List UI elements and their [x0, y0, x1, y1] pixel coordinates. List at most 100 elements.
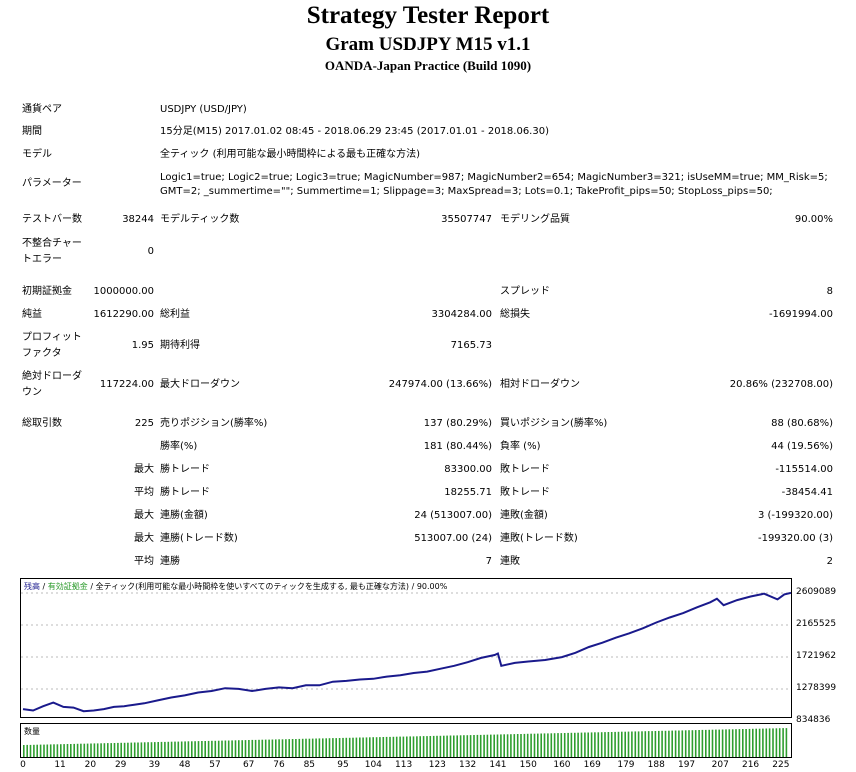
volume-bar	[493, 734, 495, 757]
volume-bar	[76, 743, 79, 757]
long-positions-value: 88 (80.68%)	[771, 418, 833, 429]
volume-bar	[506, 734, 509, 757]
x-tick-label: 57	[209, 760, 221, 770]
volume-bar	[614, 731, 616, 757]
volume-bar	[39, 744, 42, 757]
volume-bar	[96, 743, 99, 757]
volume-bar	[755, 728, 757, 757]
volume-bar	[83, 743, 86, 757]
volume-bar	[590, 732, 593, 757]
volume-bar	[56, 744, 59, 757]
volume-bar	[409, 736, 411, 757]
mismatch-value: 0	[147, 246, 154, 257]
volume-bar	[180, 741, 183, 757]
volume-bar	[758, 728, 761, 757]
volume-bar	[63, 744, 65, 757]
mismatch-label-line-1: 不整合チャー	[22, 238, 82, 249]
average-consecutive-wins-value: 7	[485, 556, 492, 567]
y-tick-label: 1721962	[796, 651, 837, 661]
volume-bar	[731, 729, 734, 757]
max-consecutive-wins-value: 24 (513007.00)	[414, 510, 492, 521]
volume-bar	[432, 735, 435, 757]
volume-bar	[553, 733, 556, 757]
volume-bar	[244, 740, 247, 757]
gross-loss-label: 総損失	[500, 309, 530, 320]
volume-bar	[26, 744, 28, 757]
volume-bar	[661, 730, 663, 757]
volume-bar	[782, 728, 784, 757]
volume-bar	[436, 735, 438, 757]
volume-bar	[164, 741, 166, 757]
volume-bar	[49, 744, 52, 757]
volume-bar	[133, 742, 136, 757]
volume-bar	[708, 729, 710, 757]
volume-bar	[584, 732, 586, 757]
volume-bar	[526, 733, 529, 757]
profit-trades-label: 勝率(%)	[160, 441, 198, 452]
volume-bar	[721, 729, 724, 757]
total-trades-label: 総取引数	[22, 418, 62, 429]
volume-bar	[429, 736, 432, 757]
volume-bar	[762, 728, 764, 757]
volume-bar	[516, 734, 519, 757]
x-tick-label: 179	[617, 760, 635, 770]
volume-bar	[443, 735, 445, 757]
average-consecutive-losses-value: 2	[826, 556, 833, 567]
volume-bar	[466, 735, 469, 757]
volume-bar	[305, 738, 307, 757]
volume-bar	[177, 741, 180, 757]
volume-bar	[469, 735, 472, 757]
max-consecutive-loss-label: 連敗(トレード数)	[500, 533, 578, 544]
profit-trades-value: 181 (80.44%)	[423, 441, 492, 452]
volume-bar	[500, 734, 502, 757]
max-drawdown-value: 247974.00 (13.66%)	[388, 379, 492, 390]
volume-bar	[311, 738, 314, 757]
x-tick-label: 207	[711, 760, 729, 770]
volume-bar	[681, 730, 684, 757]
volume-bar	[335, 738, 337, 757]
volume-bar	[271, 739, 274, 757]
volume-bar	[66, 744, 69, 757]
x-tick-label: 141	[489, 760, 507, 770]
volume-bar	[765, 728, 768, 757]
volume-bar	[395, 736, 398, 757]
volume-bar	[204, 741, 206, 757]
volume-bar	[671, 730, 673, 757]
x-tick-label: 29	[114, 760, 127, 770]
volume-bar	[187, 741, 190, 757]
volume-bar	[463, 735, 465, 757]
x-tick-label: 0	[20, 760, 26, 770]
volume-bar	[540, 733, 542, 757]
expected-payoff-value: 7165.73	[450, 340, 492, 351]
volume-bar	[258, 739, 260, 757]
volume-bar	[567, 732, 569, 757]
volume-bar	[547, 733, 549, 757]
volume-bar	[537, 733, 539, 757]
volume-bar	[631, 731, 633, 757]
volume-bar	[359, 737, 361, 757]
volume-bar	[520, 734, 522, 757]
legend-equity: 有効証拠金	[47, 582, 88, 591]
x-tick-label: 160	[553, 760, 571, 770]
average-consecutive-prefix: 平均	[134, 556, 154, 567]
volume-bar	[412, 736, 415, 757]
absolute-drawdown-value: 117224.00	[99, 379, 154, 390]
volume-bar	[130, 742, 133, 757]
volume-bar	[610, 732, 613, 757]
volume-bar	[523, 733, 526, 757]
volume-bar	[268, 739, 270, 757]
model-value: 全ティック (利用可能な最小時間枠による最も正確な方法)	[160, 149, 421, 160]
average-consecutive-wins-label: 連勝	[160, 556, 180, 567]
x-tick-label: 188	[647, 760, 665, 770]
volume-bar	[241, 740, 243, 757]
profit-factor-value: 1.95	[131, 340, 154, 351]
volume-bar	[113, 743, 116, 757]
volume-bar	[483, 734, 485, 757]
volume-bar	[580, 732, 583, 757]
largest-win-label: 勝トレード	[160, 464, 210, 475]
x-tick-label: 123	[428, 760, 446, 770]
volume-bar	[315, 738, 317, 757]
volume-bar	[322, 738, 324, 757]
volume-bar	[23, 745, 25, 757]
volume-bar	[238, 740, 240, 757]
